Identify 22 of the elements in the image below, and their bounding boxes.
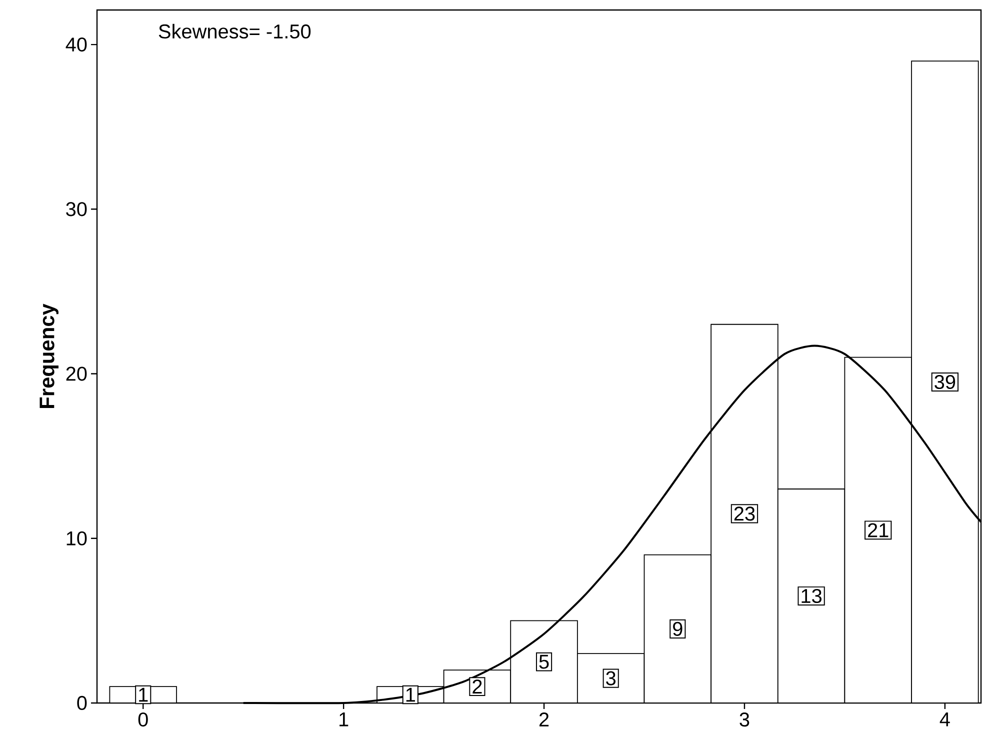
y-axis-title: Frequency bbox=[40, 304, 58, 408]
y-tick-label: 40 bbox=[66, 38, 87, 52]
x-tick-label: 2 bbox=[539, 712, 549, 726]
data-label: 3 bbox=[606, 671, 616, 686]
data-label: 2 bbox=[472, 680, 482, 694]
x-tick-label: 4 bbox=[940, 712, 950, 726]
x-tick-label: 0 bbox=[138, 712, 148, 727]
annotation: Skewness= -1.50 bbox=[158, 24, 311, 39]
data-label: 39 bbox=[934, 374, 956, 390]
data-label: 13 bbox=[802, 588, 822, 604]
x-tick-label: 3 bbox=[740, 712, 750, 727]
data-label: 23 bbox=[734, 506, 755, 521]
y-tick-label: 0 bbox=[77, 696, 87, 710]
data-label: 9 bbox=[673, 622, 682, 636]
data-label: 21 bbox=[868, 523, 888, 538]
data-label: 5 bbox=[539, 654, 549, 669]
data-label: 1 bbox=[406, 688, 415, 702]
x-tick-label: 1 bbox=[340, 712, 348, 726]
data-label: 1 bbox=[139, 688, 148, 702]
y-tick-label: 30 bbox=[66, 202, 87, 216]
y-tick-label: 10 bbox=[66, 531, 87, 546]
y-tick-label: 20 bbox=[66, 366, 87, 381]
